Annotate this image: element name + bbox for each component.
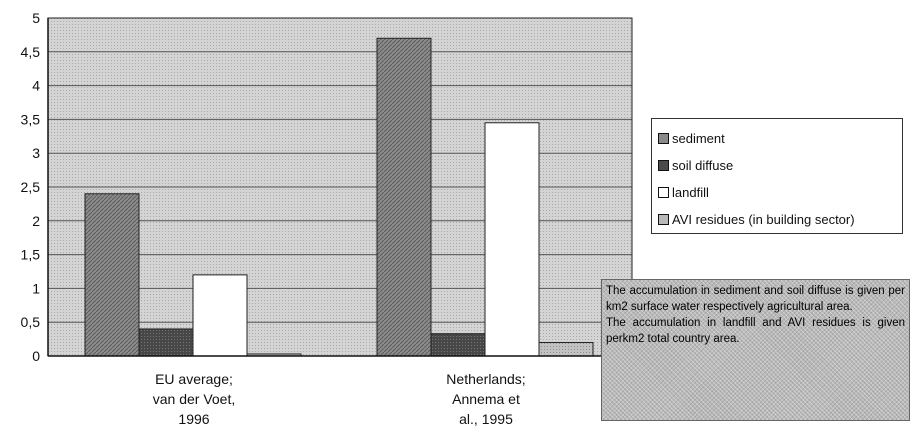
- legend-label: soil diffuse: [672, 158, 734, 173]
- legend-item-landfill: landfill: [658, 179, 898, 206]
- legend-item-soil-diffuse: soil diffuse: [658, 152, 898, 179]
- legend-swatch-avi-residues: [658, 214, 669, 225]
- legend-label: sediment: [672, 131, 725, 146]
- bar-landfill-2: [484, 122, 540, 357]
- x-tick-label: van der Voet,: [153, 391, 236, 407]
- y-tick-label: 1: [32, 280, 40, 296]
- bar-sediment-1: [84, 193, 140, 357]
- x-tick-label: 1996: [178, 411, 209, 427]
- legend: sediment soil diffuse landfill AVI resid…: [651, 118, 903, 234]
- y-tick-label: 2: [32, 213, 40, 229]
- legend-label: landfill: [672, 185, 709, 200]
- legend-swatch-sediment: [658, 133, 669, 144]
- y-tick-label: 4,5: [21, 44, 41, 60]
- bar-landfill-1: [192, 274, 248, 357]
- y-tick-label: 0,5: [21, 314, 41, 330]
- annotation-note: The accumulation in sediment and soil di…: [601, 279, 910, 421]
- bars: [84, 37, 594, 357]
- y-tick-label: 3,5: [21, 111, 41, 127]
- legend-item-avi-residues: AVI residues (in building sector): [658, 206, 898, 233]
- y-tick-label: 5: [32, 10, 40, 26]
- x-tick-label: EU average;: [155, 371, 233, 387]
- note-paragraph-2: The accumulation in landfill and AVI res…: [606, 317, 905, 345]
- legend-swatch-landfill: [658, 187, 669, 198]
- y-tick-label: 2,5: [21, 179, 41, 195]
- y-tick-label: 1,5: [21, 247, 41, 263]
- legend-label: AVI residues (in building sector): [672, 212, 855, 227]
- axes: [47, 17, 633, 357]
- legend-swatch-soil-diffuse: [658, 160, 669, 171]
- bar-sediment-2: [376, 37, 432, 357]
- y-tick-label: 0: [32, 348, 40, 364]
- note-paragraph-1: The accumulation in sediment and soil di…: [606, 285, 905, 313]
- legend-item-sediment: sediment: [658, 125, 898, 152]
- y-tick-label: 4: [32, 78, 40, 94]
- bar-avi-residues-2: [538, 341, 594, 357]
- x-tick-label: Netherlands;: [446, 371, 525, 387]
- y-tick-label: 3: [32, 145, 40, 161]
- x-tick-label: Annema et: [452, 391, 520, 407]
- y-tick-labels: 0 0,5 1 1,5 2 2,5 3 3,5 4 4,5 5: [21, 10, 41, 364]
- bar-soil-diffuse-1: [138, 328, 194, 357]
- x-tick-labels: EU average; van der Voet, 1996 Netherlands;…: [153, 371, 526, 427]
- x-tick-label: al., 1995: [459, 411, 513, 427]
- bar-soil-diffuse-2: [430, 333, 486, 357]
